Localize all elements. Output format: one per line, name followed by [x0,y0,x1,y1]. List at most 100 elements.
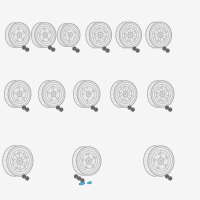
Ellipse shape [17,87,18,89]
Ellipse shape [87,182,92,184]
Ellipse shape [160,99,161,101]
Ellipse shape [89,22,112,48]
Ellipse shape [125,34,126,36]
Ellipse shape [17,40,18,41]
Ellipse shape [123,91,128,97]
Circle shape [57,106,59,109]
Ellipse shape [40,34,41,36]
Ellipse shape [166,97,167,98]
Ellipse shape [49,38,50,39]
Ellipse shape [23,31,24,32]
Ellipse shape [98,32,103,38]
Ellipse shape [17,153,19,155]
Ellipse shape [70,34,71,36]
Ellipse shape [95,34,96,36]
Circle shape [23,175,25,178]
Ellipse shape [147,81,168,107]
Ellipse shape [17,29,18,30]
Ellipse shape [7,146,33,176]
Ellipse shape [53,93,54,95]
Ellipse shape [73,81,94,107]
Ellipse shape [43,29,44,30]
Ellipse shape [92,90,93,91]
Ellipse shape [158,158,164,164]
Ellipse shape [57,90,58,91]
Ellipse shape [88,160,89,162]
Ellipse shape [114,81,137,107]
Ellipse shape [123,99,124,101]
Ellipse shape [19,93,20,95]
Ellipse shape [47,93,49,95]
Circle shape [131,108,134,111]
Ellipse shape [93,164,94,166]
Circle shape [26,108,29,111]
Ellipse shape [86,91,91,97]
Circle shape [26,177,29,180]
Ellipse shape [65,34,66,36]
Ellipse shape [155,34,156,36]
Ellipse shape [13,93,15,95]
Ellipse shape [35,23,56,47]
Ellipse shape [13,160,14,162]
Circle shape [49,46,51,49]
Ellipse shape [160,91,165,97]
Ellipse shape [158,153,160,155]
Circle shape [75,175,77,178]
Ellipse shape [144,146,167,176]
Ellipse shape [154,160,155,162]
Ellipse shape [23,90,24,91]
Ellipse shape [86,99,87,101]
Ellipse shape [158,32,163,38]
Ellipse shape [86,167,87,168]
Ellipse shape [49,31,50,32]
Ellipse shape [51,87,52,89]
Ellipse shape [17,167,19,169]
Ellipse shape [86,87,87,89]
Ellipse shape [166,90,167,91]
Circle shape [169,177,172,180]
Ellipse shape [79,182,85,185]
Circle shape [95,108,97,111]
Ellipse shape [125,93,126,95]
Ellipse shape [76,147,101,175]
Circle shape [166,49,169,52]
Circle shape [166,106,168,109]
Ellipse shape [93,156,94,158]
Ellipse shape [8,81,31,107]
Circle shape [169,108,172,111]
Circle shape [73,47,76,50]
Ellipse shape [42,81,65,107]
Ellipse shape [19,34,20,36]
Ellipse shape [164,38,165,39]
Circle shape [91,106,94,109]
Ellipse shape [17,158,23,164]
Ellipse shape [68,32,72,38]
Circle shape [106,49,109,52]
Ellipse shape [24,156,26,157]
Ellipse shape [86,22,105,48]
Ellipse shape [98,40,99,41]
Circle shape [26,48,29,51]
Ellipse shape [4,81,25,107]
Ellipse shape [123,87,124,89]
Ellipse shape [88,93,89,95]
Ellipse shape [158,167,160,169]
Ellipse shape [110,81,131,107]
Circle shape [128,106,131,109]
Ellipse shape [104,31,105,32]
Ellipse shape [60,24,80,46]
Ellipse shape [68,40,69,41]
Ellipse shape [17,91,22,97]
Ellipse shape [24,165,26,166]
Ellipse shape [130,34,131,36]
Ellipse shape [72,147,94,175]
Ellipse shape [134,38,135,39]
Ellipse shape [160,160,162,162]
Ellipse shape [17,32,22,38]
Ellipse shape [128,29,129,30]
Ellipse shape [104,38,105,39]
Ellipse shape [119,93,121,95]
Ellipse shape [129,97,130,98]
Circle shape [52,48,55,51]
Ellipse shape [165,165,167,166]
